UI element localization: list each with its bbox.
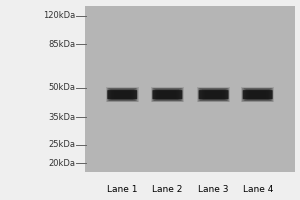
Bar: [204, 90, 224, 99]
Bar: [246, 89, 269, 100]
Bar: [200, 88, 228, 101]
Bar: [244, 88, 272, 101]
Bar: [248, 90, 268, 99]
Bar: [155, 89, 179, 100]
Bar: [156, 90, 178, 100]
Bar: [242, 88, 273, 101]
Bar: [242, 87, 274, 102]
Bar: [108, 88, 137, 101]
Bar: [245, 89, 270, 100]
Text: 120kDa: 120kDa: [43, 11, 75, 20]
Bar: [109, 89, 135, 101]
Bar: [202, 90, 225, 100]
Bar: [110, 89, 135, 100]
Bar: [151, 87, 184, 102]
Bar: [202, 89, 226, 100]
Bar: [158, 90, 176, 99]
Bar: [159, 91, 176, 99]
Text: Lane 2: Lane 2: [152, 184, 183, 194]
Bar: [205, 90, 223, 99]
Bar: [106, 88, 138, 102]
Bar: [199, 88, 228, 101]
Bar: [250, 91, 265, 98]
Bar: [243, 88, 272, 101]
Bar: [113, 90, 132, 99]
Bar: [204, 90, 223, 99]
Bar: [114, 91, 130, 99]
Bar: [247, 90, 268, 100]
Bar: [108, 88, 136, 101]
Bar: [111, 90, 133, 100]
Bar: [154, 88, 181, 101]
Bar: [206, 91, 221, 98]
Bar: [246, 89, 270, 100]
Bar: [242, 88, 273, 102]
Bar: [244, 89, 271, 101]
Bar: [160, 91, 175, 98]
Bar: [197, 87, 230, 102]
Bar: [157, 90, 178, 100]
Text: Lane 1: Lane 1: [107, 184, 137, 194]
Bar: [200, 89, 227, 101]
Bar: [244, 88, 271, 101]
Bar: [247, 90, 269, 100]
Bar: [203, 90, 224, 100]
Bar: [152, 88, 183, 101]
Bar: [202, 89, 225, 100]
FancyBboxPatch shape: [152, 90, 182, 99]
Bar: [112, 90, 133, 100]
Bar: [158, 90, 177, 99]
Text: 25kDa: 25kDa: [48, 140, 75, 149]
Bar: [248, 90, 267, 99]
Bar: [113, 90, 131, 99]
Bar: [153, 88, 182, 101]
Text: Lane 4: Lane 4: [242, 184, 273, 194]
Text: Lane 3: Lane 3: [198, 184, 229, 194]
Text: 50kDa: 50kDa: [48, 83, 75, 92]
Bar: [152, 88, 183, 102]
Bar: [107, 88, 137, 101]
Text: 85kDa: 85kDa: [48, 40, 75, 49]
Bar: [112, 90, 132, 99]
Bar: [198, 88, 229, 102]
Text: 20kDa: 20kDa: [48, 159, 75, 168]
Bar: [200, 88, 227, 101]
Bar: [114, 91, 130, 98]
Bar: [154, 89, 181, 101]
Bar: [206, 91, 221, 98]
Bar: [201, 89, 226, 100]
Bar: [109, 88, 136, 101]
Bar: [160, 91, 175, 98]
Text: 35kDa: 35kDa: [48, 113, 75, 122]
Bar: [158, 90, 177, 99]
Bar: [250, 91, 266, 98]
Bar: [249, 91, 266, 99]
FancyBboxPatch shape: [107, 90, 137, 99]
Bar: [155, 89, 180, 100]
Bar: [115, 91, 130, 98]
Bar: [249, 90, 267, 99]
Bar: [205, 91, 222, 99]
Bar: [110, 89, 134, 100]
Bar: [106, 87, 139, 102]
Bar: [153, 88, 182, 101]
Bar: [111, 89, 134, 100]
FancyBboxPatch shape: [243, 90, 273, 99]
Bar: [156, 89, 179, 100]
FancyBboxPatch shape: [199, 90, 229, 99]
Bar: [198, 88, 229, 101]
